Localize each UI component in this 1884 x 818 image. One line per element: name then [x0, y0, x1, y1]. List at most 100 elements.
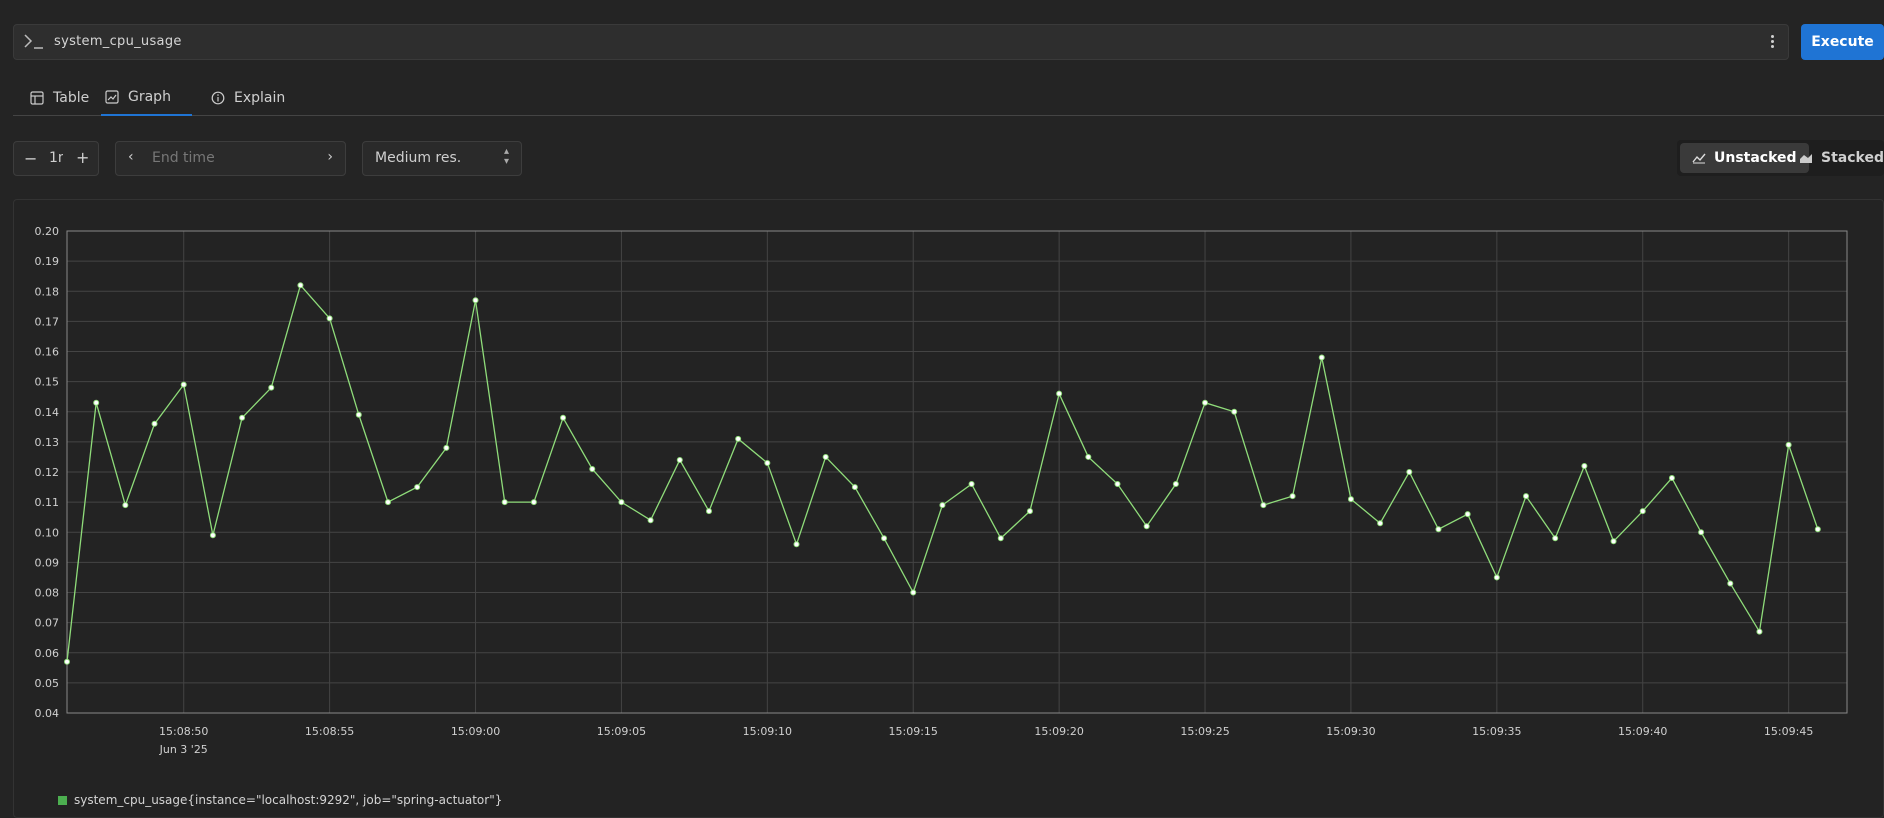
- tab-graph[interactable]: Graph: [101, 80, 192, 116]
- y-tick-label: 0.10: [35, 526, 60, 539]
- data-point: [1727, 580, 1734, 587]
- end-time-control: ‹ End time ›: [115, 141, 346, 176]
- y-tick-label: 0.04: [35, 707, 60, 720]
- y-tick-label: 0.05: [35, 677, 60, 690]
- legend-label: system_cpu_usage{instance="localhost:929…: [74, 793, 503, 807]
- data-point: [443, 444, 450, 451]
- chevron-left-icon[interactable]: ‹: [128, 149, 134, 165]
- data-point: [1581, 462, 1588, 469]
- unstacked-label: Unstacked: [1714, 150, 1797, 166]
- data-point: [705, 508, 712, 515]
- data-point: [1202, 399, 1209, 406]
- data-point: [1026, 508, 1033, 515]
- data-point: [1523, 493, 1530, 500]
- tab-explain[interactable]: Explain: [207, 80, 289, 116]
- data-point: [326, 315, 333, 322]
- data-point: [64, 658, 70, 665]
- graph-panel: 0.04 0.05 0.06 0.07 0.08 0.09 0.10 0.11 0.12 0.13…: [13, 199, 1884, 818]
- unstacked-button[interactable]: Unstacked: [1680, 143, 1809, 173]
- data-point: [647, 517, 654, 524]
- data-point: [530, 499, 537, 506]
- data-point: [384, 499, 391, 506]
- range-input[interactable]: 1m: [49, 150, 63, 166]
- data-point: [735, 435, 742, 442]
- line-chart-icon: [1692, 153, 1706, 164]
- y-tick-label: 0.08: [35, 587, 60, 600]
- info-icon: [211, 91, 225, 105]
- data-point: [910, 589, 917, 596]
- graph-icon: [105, 90, 119, 104]
- decrease-range-button[interactable]: −: [24, 149, 38, 168]
- x-tick-label: 15:08:50: [159, 725, 208, 738]
- data-point: [355, 411, 362, 418]
- data-point: [968, 481, 975, 488]
- query-input[interactable]: system_cpu_usage: [13, 24, 1789, 60]
- chevron-right-icon[interactable]: ›: [327, 149, 333, 165]
- data-point: [1756, 628, 1763, 635]
- data-point: [180, 381, 187, 388]
- data-point: [472, 297, 479, 304]
- terminal-prompt-icon: [24, 34, 43, 49]
- data-point: [122, 502, 129, 509]
- x-tick-label: 15:08:55: [305, 725, 354, 738]
- data-point: [1493, 574, 1500, 581]
- x-tick-label: 15:09:05: [597, 725, 646, 738]
- data-point: [1435, 526, 1442, 533]
- data-point: [1172, 481, 1179, 488]
- query-text[interactable]: system_cpu_usage: [54, 34, 182, 49]
- y-tick-label: 0.19: [35, 255, 60, 268]
- area-chart-icon: [1800, 154, 1812, 163]
- y-tick-label: 0.07: [35, 617, 60, 630]
- y-tick-label: 0.14: [35, 406, 60, 419]
- y-tick-label: 0.06: [35, 647, 60, 660]
- x-tick-label: 15:09:20: [1034, 725, 1083, 738]
- y-tick-label: 0.12: [35, 466, 60, 479]
- data-point: [93, 399, 100, 406]
- data-point: [1406, 469, 1413, 475]
- data-point: [1610, 538, 1617, 545]
- select-arrows-icon: ▴ ▾: [503, 146, 509, 167]
- data-point: [1085, 453, 1092, 460]
- tab-graph-label: Graph: [128, 89, 171, 105]
- data-point: [1231, 408, 1238, 415]
- end-time-input[interactable]: End time: [152, 150, 215, 166]
- data-point: [1377, 520, 1384, 527]
- data-point: [997, 535, 1004, 542]
- resolution-select[interactable]: Medium res. ▴ ▾: [362, 141, 522, 176]
- stacked-label: Stacked: [1821, 150, 1884, 166]
- increase-range-button[interactable]: +: [76, 148, 90, 167]
- cpu-usage-chart[interactable]: 0.04 0.05 0.06 0.07 0.08 0.09 0.10 0.11 0.12 0.13…: [14, 200, 1883, 790]
- y-tick-label: 0.13: [35, 436, 60, 449]
- table-icon: [30, 91, 44, 105]
- data-point: [560, 414, 567, 421]
- more-options-icon[interactable]: [1766, 33, 1778, 53]
- data-point: [151, 420, 158, 427]
- execute-button[interactable]: Execute: [1801, 24, 1884, 60]
- data-point: [793, 541, 800, 548]
- data-point: [239, 414, 246, 421]
- data-point: [1698, 529, 1705, 536]
- legend-item[interactable]: system_cpu_usage{instance="localhost:929…: [58, 793, 502, 807]
- y-tick-label: 0.20: [35, 225, 60, 238]
- tab-table-label: Table: [53, 90, 90, 106]
- data-point: [1464, 511, 1471, 518]
- range-control: − 1m +: [13, 141, 99, 176]
- tab-explain-label: Explain: [234, 90, 286, 106]
- data-point: [297, 282, 304, 289]
- data-point: [1668, 475, 1675, 482]
- stacked-button[interactable]: Stacked: [1787, 143, 1884, 173]
- data-point: [1260, 502, 1267, 509]
- data-point: [1289, 493, 1296, 500]
- stacking-toggle: Unstacked Stacked: [1677, 140, 1884, 176]
- tab-table[interactable]: Table: [26, 80, 93, 116]
- data-point: [618, 499, 625, 506]
- x-tick-label: 15:09:00: [451, 725, 500, 738]
- data-point: [414, 484, 421, 491]
- x-tick-sublabel: Jun 3 '25: [159, 743, 208, 756]
- data-point: [1639, 508, 1646, 515]
- x-tick-label: 15:09:30: [1326, 725, 1375, 738]
- data-point: [881, 535, 888, 542]
- x-tick-label: 15:09:40: [1618, 725, 1667, 738]
- x-tick-label: 15:09:25: [1180, 725, 1229, 738]
- data-point: [1114, 481, 1121, 488]
